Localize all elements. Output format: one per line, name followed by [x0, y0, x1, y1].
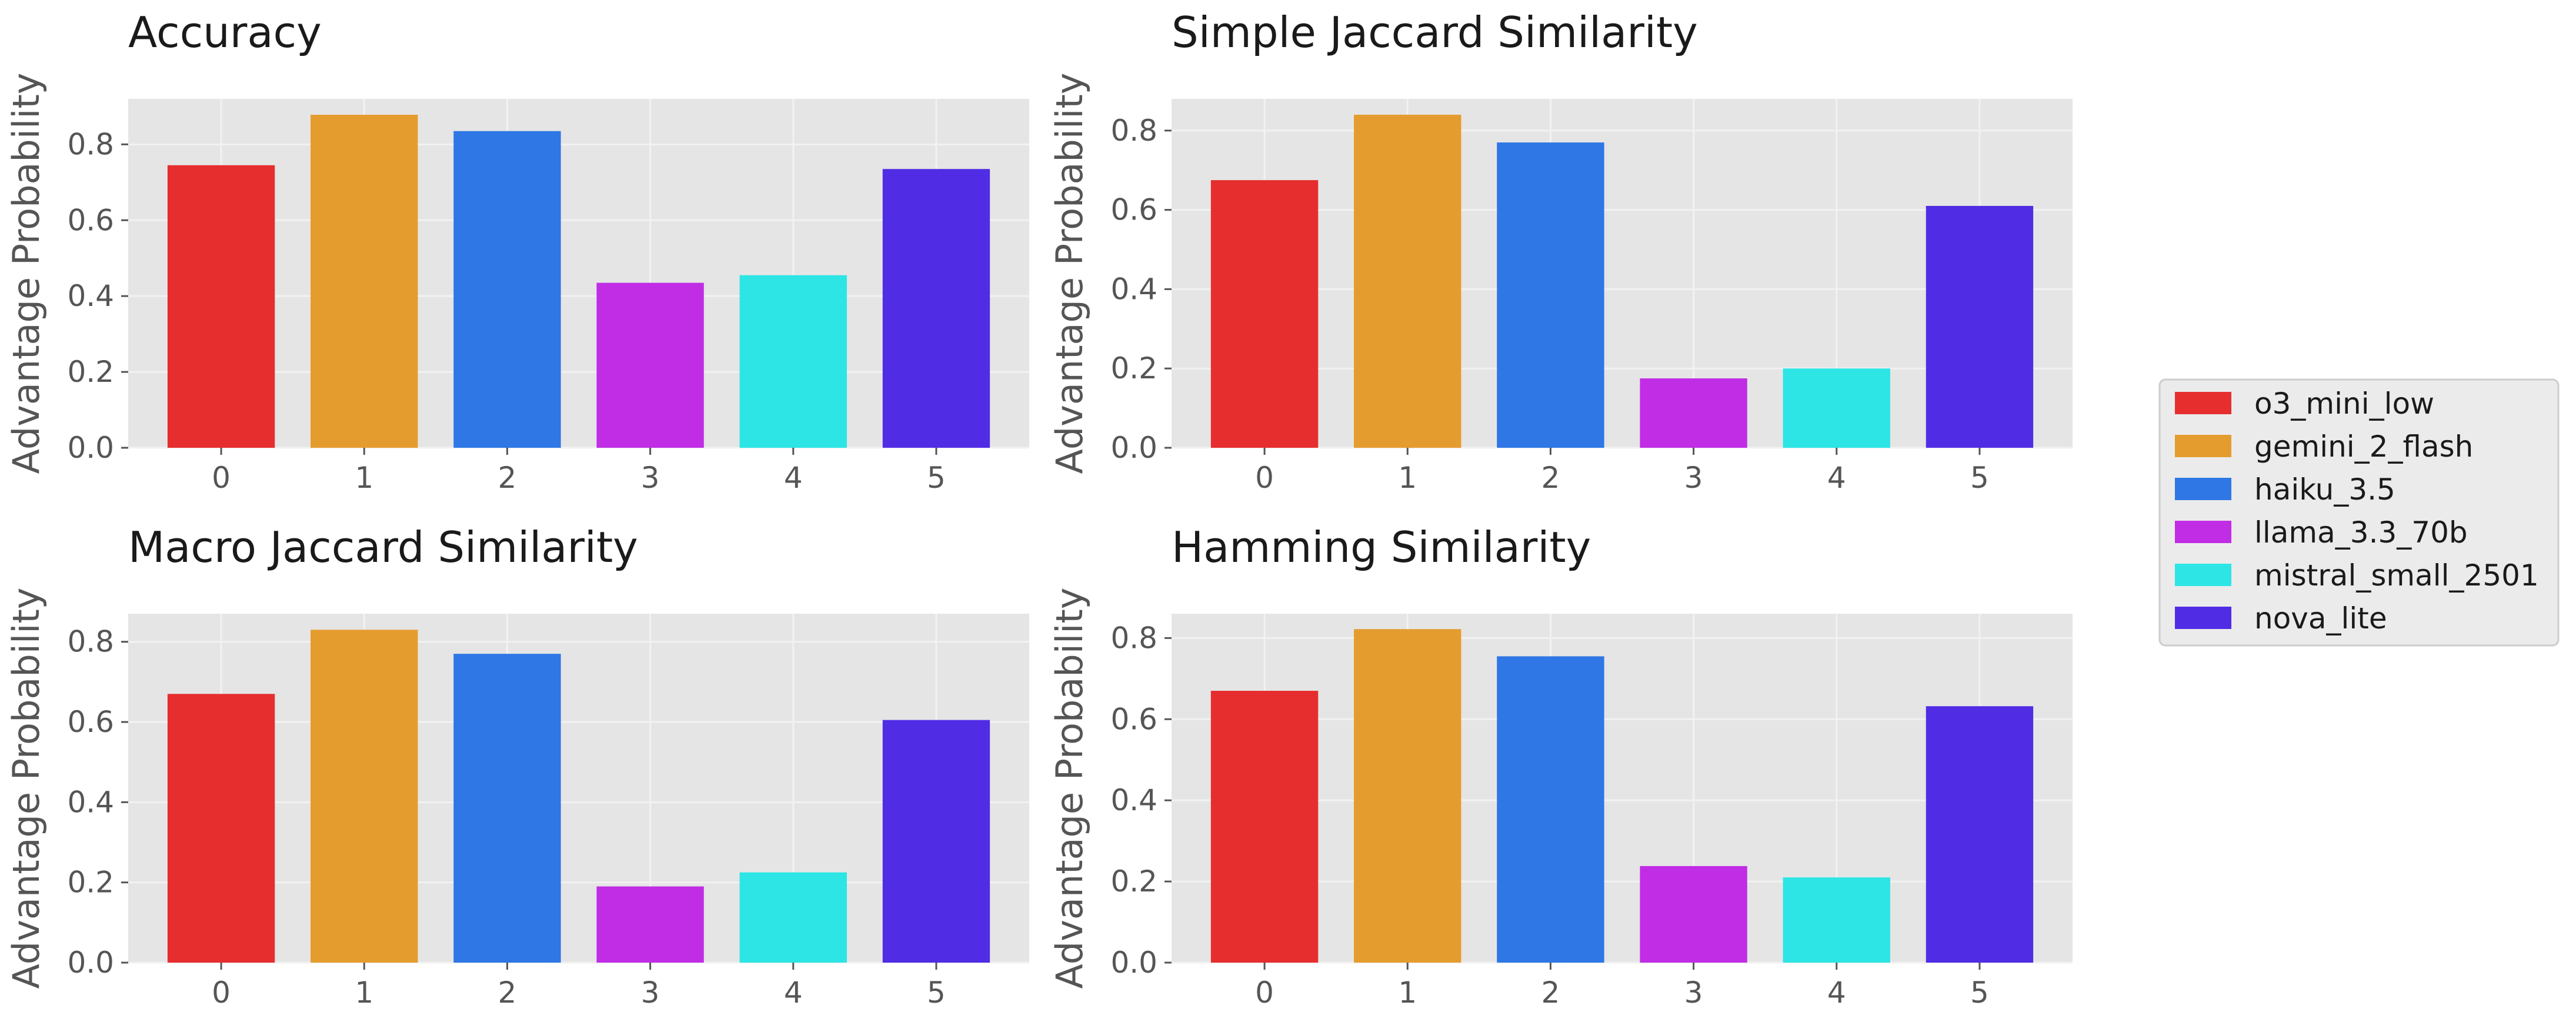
- subplot-title: Macro Jaccard Similarity: [128, 523, 638, 572]
- x-tick-label: 5: [927, 461, 946, 495]
- axes-background: [1172, 99, 2073, 448]
- bar-2: [453, 654, 561, 963]
- axes-background: [1172, 614, 2073, 963]
- bar-0: [1210, 180, 1319, 448]
- x-tick-label: 2: [1541, 976, 1560, 1010]
- bar-5: [1926, 205, 2034, 448]
- bar-3: [1640, 378, 1747, 448]
- legend-swatch: [2175, 435, 2231, 457]
- x-tick-label: 1: [355, 976, 373, 1010]
- subplot-1: 0.0 0.2 0.4 0.6 0.8 0 1 2 3 4 5 Simple Jaccard Simi…: [1048, 8, 2073, 495]
- x-tick-label: 1: [355, 461, 373, 495]
- x-tick-label: 3: [1684, 461, 1703, 495]
- y-tick-label: 0.2: [67, 866, 114, 900]
- bar-0: [167, 694, 275, 963]
- bar-4: [739, 872, 847, 963]
- bar-3: [596, 886, 704, 963]
- x-tick-label: 0: [1255, 461, 1274, 495]
- x-tick-label: 0: [212, 976, 231, 1010]
- legend-label: gemini_2_flash: [2254, 430, 2473, 464]
- x-tick-label: 4: [1827, 461, 1846, 495]
- x-tick-label: 4: [784, 461, 803, 495]
- bar-0: [1210, 691, 1319, 963]
- bar-0: [167, 165, 275, 448]
- legend-swatch: [2175, 607, 2231, 629]
- bar-3: [1640, 866, 1747, 963]
- bar-1: [1354, 629, 1461, 963]
- x-tick-label: 3: [1684, 976, 1703, 1010]
- bar-2: [1497, 142, 1604, 448]
- y-tick-label: 0.0: [1110, 431, 1157, 465]
- legend: o3_mini_low gemini_2_flash haiku_3.5 llama_…: [2158, 378, 2560, 647]
- y-tick-label: 0.2: [1110, 864, 1157, 898]
- y-tick-label: 0.6: [1110, 193, 1157, 227]
- bar-1: [311, 115, 418, 448]
- x-tick-label: 0: [1255, 976, 1274, 1010]
- y-axis-label: Advantage Probability: [1048, 588, 1091, 989]
- y-axis-label: Advantage Probability: [5, 73, 48, 474]
- bar-2: [453, 131, 561, 448]
- y-tick-label: 0.2: [67, 355, 114, 389]
- y-tick-label: 0.8: [1110, 621, 1157, 655]
- y-tick-label: 0.4: [1110, 272, 1157, 306]
- x-tick-label: 3: [641, 461, 660, 495]
- x-tick-label: 4: [1827, 976, 1846, 1010]
- y-tick-label: 0.4: [67, 785, 114, 819]
- x-tick-label: 5: [1970, 461, 1989, 495]
- y-tick-label: 0.4: [1110, 783, 1157, 817]
- y-tick-label: 0.8: [67, 127, 114, 161]
- x-tick-label: 2: [498, 976, 517, 1010]
- bar-1: [311, 630, 418, 963]
- x-tick-label: 5: [927, 976, 946, 1010]
- bar-4: [739, 275, 847, 448]
- subplot-0: 0.0 0.2 0.4 0.6 0.8 0 1 2 3 4 5 Accuracy Advantage P…: [5, 8, 1029, 495]
- axes-background: [128, 99, 1029, 448]
- legend-swatch: [2175, 564, 2231, 586]
- subplot-2: 0.0 0.2 0.4 0.6 0.8 0 1 2 3 4 5 Macro Jaccard Simil…: [5, 523, 1029, 1010]
- y-axis-label: Advantage Probability: [1048, 73, 1091, 474]
- subplot-title: Hamming Similarity: [1172, 523, 1591, 572]
- bar-5: [882, 169, 990, 448]
- legend-swatch: [2175, 478, 2231, 500]
- y-tick-label: 0.2: [1110, 351, 1157, 385]
- legend-label: o3_mini_low: [2254, 387, 2434, 421]
- subplot-3: 0.0 0.2 0.4 0.6 0.8 0 1 2 3 4 5 Hamming Similarity A…: [1048, 523, 2073, 1010]
- bar-2: [1497, 656, 1604, 963]
- x-tick-label: 5: [1970, 976, 1989, 1010]
- y-tick-label: 0.6: [67, 203, 114, 237]
- bar-4: [1783, 877, 1890, 963]
- y-tick-label: 0.0: [1110, 946, 1157, 980]
- legend-swatch: [2175, 521, 2231, 543]
- legend-label: nova_lite: [2254, 601, 2387, 635]
- x-tick-label: 4: [784, 976, 803, 1010]
- x-tick-label: 2: [498, 461, 517, 495]
- x-tick-label: 1: [1398, 461, 1417, 495]
- y-tick-label: 0.4: [67, 279, 114, 313]
- bar-3: [596, 282, 704, 448]
- axes-background: [128, 614, 1029, 963]
- x-tick-label: 2: [1541, 461, 1560, 495]
- legend-label: haiku_3.5: [2254, 472, 2395, 507]
- subplot-title: Simple Jaccard Similarity: [1172, 8, 1698, 57]
- bar-1: [1354, 114, 1461, 448]
- y-tick-label: 0.8: [67, 625, 114, 659]
- y-tick-label: 0.0: [67, 431, 114, 465]
- legend-label: mistral_small_2501: [2254, 558, 2539, 593]
- bar-5: [882, 720, 990, 963]
- x-tick-label: 1: [1398, 976, 1417, 1010]
- y-tick-label: 0.6: [1110, 702, 1157, 736]
- y-tick-label: 0.8: [1110, 114, 1157, 148]
- x-tick-label: 3: [641, 976, 660, 1010]
- x-tick-label: 0: [212, 461, 231, 495]
- bar-5: [1926, 706, 2034, 963]
- y-tick-label: 0.0: [67, 946, 114, 980]
- bar-4: [1783, 368, 1890, 448]
- y-tick-label: 0.6: [67, 705, 114, 739]
- legend-swatch: [2175, 392, 2231, 414]
- subplot-title: Accuracy: [128, 8, 322, 57]
- legend-frame: [2158, 378, 2560, 647]
- legend-label: llama_3.3_70b: [2254, 515, 2468, 550]
- y-axis-label: Advantage Probability: [5, 588, 48, 989]
